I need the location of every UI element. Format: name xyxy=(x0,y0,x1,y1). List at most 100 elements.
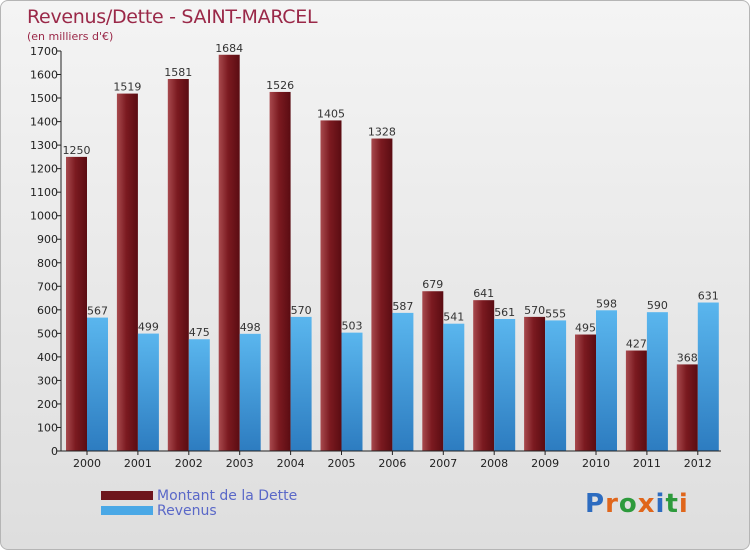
x-tick-label: 2004 xyxy=(277,457,305,470)
value-label-dette: 1684 xyxy=(215,42,243,55)
y-tick-label: 600 xyxy=(37,304,58,317)
x-tick-label: 2005 xyxy=(328,457,356,470)
value-label-revenus: 587 xyxy=(392,300,413,313)
value-label-revenus: 541 xyxy=(443,311,464,324)
y-tick-label: 400 xyxy=(37,351,58,364)
x-tick-label: 2007 xyxy=(429,457,457,470)
bar-revenus xyxy=(697,302,719,451)
y-tick-label: 1500 xyxy=(30,92,58,105)
value-label-dette: 570 xyxy=(524,304,545,317)
bar-revenus xyxy=(392,312,414,451)
legend-swatch-revenus xyxy=(101,506,153,515)
bar-revenus xyxy=(290,316,312,451)
y-tick-label: 200 xyxy=(37,398,58,411)
bar-dette xyxy=(167,79,189,451)
bar-revenus xyxy=(341,332,363,451)
x-tick-label: 2002 xyxy=(175,457,203,470)
value-label-revenus: 555 xyxy=(545,307,566,320)
value-label-dette: 427 xyxy=(626,338,647,351)
bar-revenus xyxy=(137,333,159,451)
legend-label-dette: Montant de la Dette xyxy=(157,487,298,504)
x-tick-label: 2011 xyxy=(633,457,661,470)
x-tick-label: 2001 xyxy=(124,457,152,470)
y-tick-label: 300 xyxy=(37,374,58,387)
x-tick-label: 2009 xyxy=(531,457,559,470)
y-tick-label: 0 xyxy=(51,445,58,458)
bar-dette xyxy=(269,91,291,452)
y-tick-label: 800 xyxy=(37,257,58,270)
bar-revenus xyxy=(494,319,516,451)
chart-subtitle: (en milliers d'€) xyxy=(27,30,114,43)
bar-dette xyxy=(116,93,138,452)
bar-revenus xyxy=(443,323,465,451)
bar-dette xyxy=(371,138,393,451)
value-label-dette: 1581 xyxy=(164,66,192,79)
brand-letter: t xyxy=(665,489,679,519)
bar-revenus xyxy=(596,310,617,451)
value-label-revenus: 598 xyxy=(596,297,617,310)
y-tick-label: 1300 xyxy=(30,139,58,152)
brand-logo: Proxiti xyxy=(585,489,689,519)
value-label-revenus: 567 xyxy=(87,305,108,318)
y-tick-label: 1000 xyxy=(30,210,58,223)
bar-dette xyxy=(422,291,444,451)
value-label-dette: 495 xyxy=(575,322,596,335)
y-tick-label: 500 xyxy=(37,327,58,340)
y-tick-label: 100 xyxy=(37,421,58,434)
brand-letter: x xyxy=(637,489,656,519)
brand-letter: i xyxy=(655,489,666,519)
value-label-dette: 679 xyxy=(422,278,443,291)
value-label-revenus: 590 xyxy=(647,299,668,312)
bar-revenus xyxy=(87,317,108,451)
y-tick-label: 1400 xyxy=(30,116,58,129)
y-tick-label: 900 xyxy=(37,233,58,246)
y-tick-label: 1200 xyxy=(30,163,58,176)
legend-item-revenus: Revenus xyxy=(101,502,297,519)
value-label-dette: 1526 xyxy=(266,79,294,92)
brand-letter: i xyxy=(678,489,689,519)
y-tick-label: 1600 xyxy=(30,69,58,82)
brand-letter: P xyxy=(585,489,606,519)
bar-revenus xyxy=(545,320,567,451)
value-label-dette: 368 xyxy=(677,351,698,364)
value-label-revenus: 498 xyxy=(240,321,261,334)
brand-letter: o xyxy=(618,489,638,519)
value-label-revenus: 475 xyxy=(189,326,210,339)
y-tick-label: 1700 xyxy=(30,45,58,58)
bar-dette xyxy=(66,156,87,451)
value-label-revenus: 570 xyxy=(291,304,312,317)
value-label-dette: 1519 xyxy=(113,81,141,94)
value-label-dette: 1405 xyxy=(317,107,345,120)
chart-title: Revenus/Dette - SAINT-MARCEL xyxy=(27,6,318,28)
x-tick-label: 2000 xyxy=(73,457,101,470)
y-tick-label: 1100 xyxy=(30,186,58,199)
value-label-revenus: 499 xyxy=(138,321,159,334)
bar-revenus xyxy=(239,333,261,451)
legend-swatch-dette xyxy=(101,491,153,500)
bar-dette xyxy=(575,334,596,451)
value-label-dette: 641 xyxy=(473,287,494,300)
value-label-revenus: 631 xyxy=(698,290,719,303)
x-tick-label: 2010 xyxy=(582,457,610,470)
x-tick-label: 2003 xyxy=(226,457,254,470)
x-tick-label: 2008 xyxy=(480,457,508,470)
y-tick-label: 700 xyxy=(37,280,58,293)
value-label-dette: 1250 xyxy=(63,144,91,157)
value-label-revenus: 561 xyxy=(494,306,515,319)
x-tick-label: 2012 xyxy=(684,457,712,470)
x-tick-label: 2006 xyxy=(378,457,406,470)
bar-dette xyxy=(625,350,647,451)
bar-dette xyxy=(473,300,495,451)
value-label-revenus: 503 xyxy=(342,320,363,333)
bar-revenus xyxy=(646,312,668,451)
legend-item-dette: Montant de la Dette xyxy=(101,487,298,504)
value-label-dette: 1328 xyxy=(368,126,396,139)
bar-dette xyxy=(320,120,342,451)
legend-label-revenus: Revenus xyxy=(157,502,217,519)
bar-dette xyxy=(524,316,546,451)
bar-dette xyxy=(218,54,240,451)
bar-dette xyxy=(676,364,698,451)
bar-revenus xyxy=(188,339,210,451)
